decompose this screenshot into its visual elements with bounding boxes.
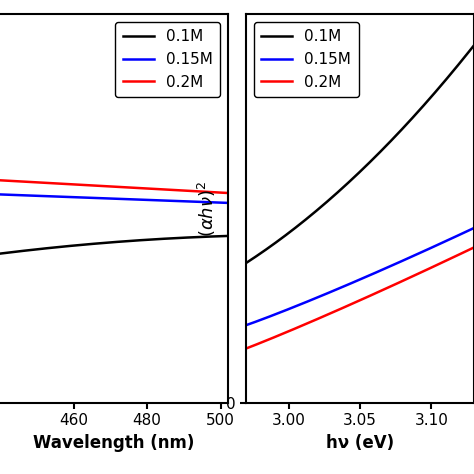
0.15M: [244, 322, 250, 328]
Line: 0.15M: 0.15M: [0, 194, 228, 203]
0.2M: [379, 288, 384, 293]
Y-axis label: $(\alpha h\nu)^2$: $(\alpha h\nu)^2$: [196, 181, 218, 237]
0.15M: [163, 198, 168, 203]
Line: 0.2M: 0.2M: [0, 180, 228, 193]
0.1M: [87, 241, 93, 247]
X-axis label: Wavelength (nm): Wavelength (nm): [33, 434, 195, 452]
0.2M: [0, 177, 3, 183]
0.15M: [435, 242, 441, 247]
0.15M: [471, 225, 474, 231]
0.2M: [140, 185, 146, 191]
0.1M: [378, 148, 384, 154]
0.1M: [0, 251, 3, 256]
0.15M: [0, 191, 3, 197]
0.2M: [244, 346, 250, 351]
0.1M: [162, 236, 167, 242]
0.2M: [243, 346, 249, 351]
0.15M: [243, 322, 249, 328]
Legend: 0.1M, 0.15M, 0.2M: 0.1M, 0.15M, 0.2M: [115, 22, 220, 98]
0.2M: [383, 286, 388, 292]
0.2M: [225, 190, 231, 196]
0.15M: [162, 198, 167, 203]
Line: 0.2M: 0.2M: [246, 247, 474, 348]
0.15M: [72, 194, 77, 200]
0.1M: [244, 260, 250, 265]
0.2M: [450, 255, 456, 260]
0.15M: [379, 267, 384, 273]
0.1M: [379, 147, 384, 153]
0.2M: [162, 187, 167, 192]
0.2M: [435, 262, 441, 267]
0.1M: [163, 236, 168, 242]
Line: 0.1M: 0.1M: [0, 236, 228, 254]
Legend: 0.1M, 0.15M, 0.2M: 0.1M, 0.15M, 0.2M: [254, 22, 359, 98]
0.15M: [225, 200, 231, 206]
0.2M: [163, 187, 168, 192]
0.1M: [243, 260, 249, 266]
X-axis label: hν (eV): hν (eV): [326, 434, 394, 452]
0.2M: [25, 179, 30, 185]
0.15M: [383, 265, 388, 271]
0.15M: [378, 267, 384, 273]
0.1M: [471, 43, 474, 48]
0.2M: [378, 288, 384, 293]
0.1M: [25, 247, 30, 253]
Line: 0.15M: 0.15M: [246, 228, 474, 325]
0.1M: [140, 237, 146, 243]
0.2M: [471, 245, 474, 250]
0.1M: [450, 69, 456, 74]
0.15M: [140, 197, 146, 202]
Line: 0.1M: 0.1M: [246, 46, 474, 263]
0.1M: [435, 86, 441, 91]
0.15M: [87, 195, 93, 201]
0.1M: [225, 233, 231, 239]
0.2M: [87, 182, 93, 188]
0.15M: [25, 192, 30, 198]
0.2M: [72, 182, 77, 187]
0.15M: [450, 235, 456, 241]
0.1M: [383, 144, 388, 149]
0.1M: [72, 243, 77, 248]
